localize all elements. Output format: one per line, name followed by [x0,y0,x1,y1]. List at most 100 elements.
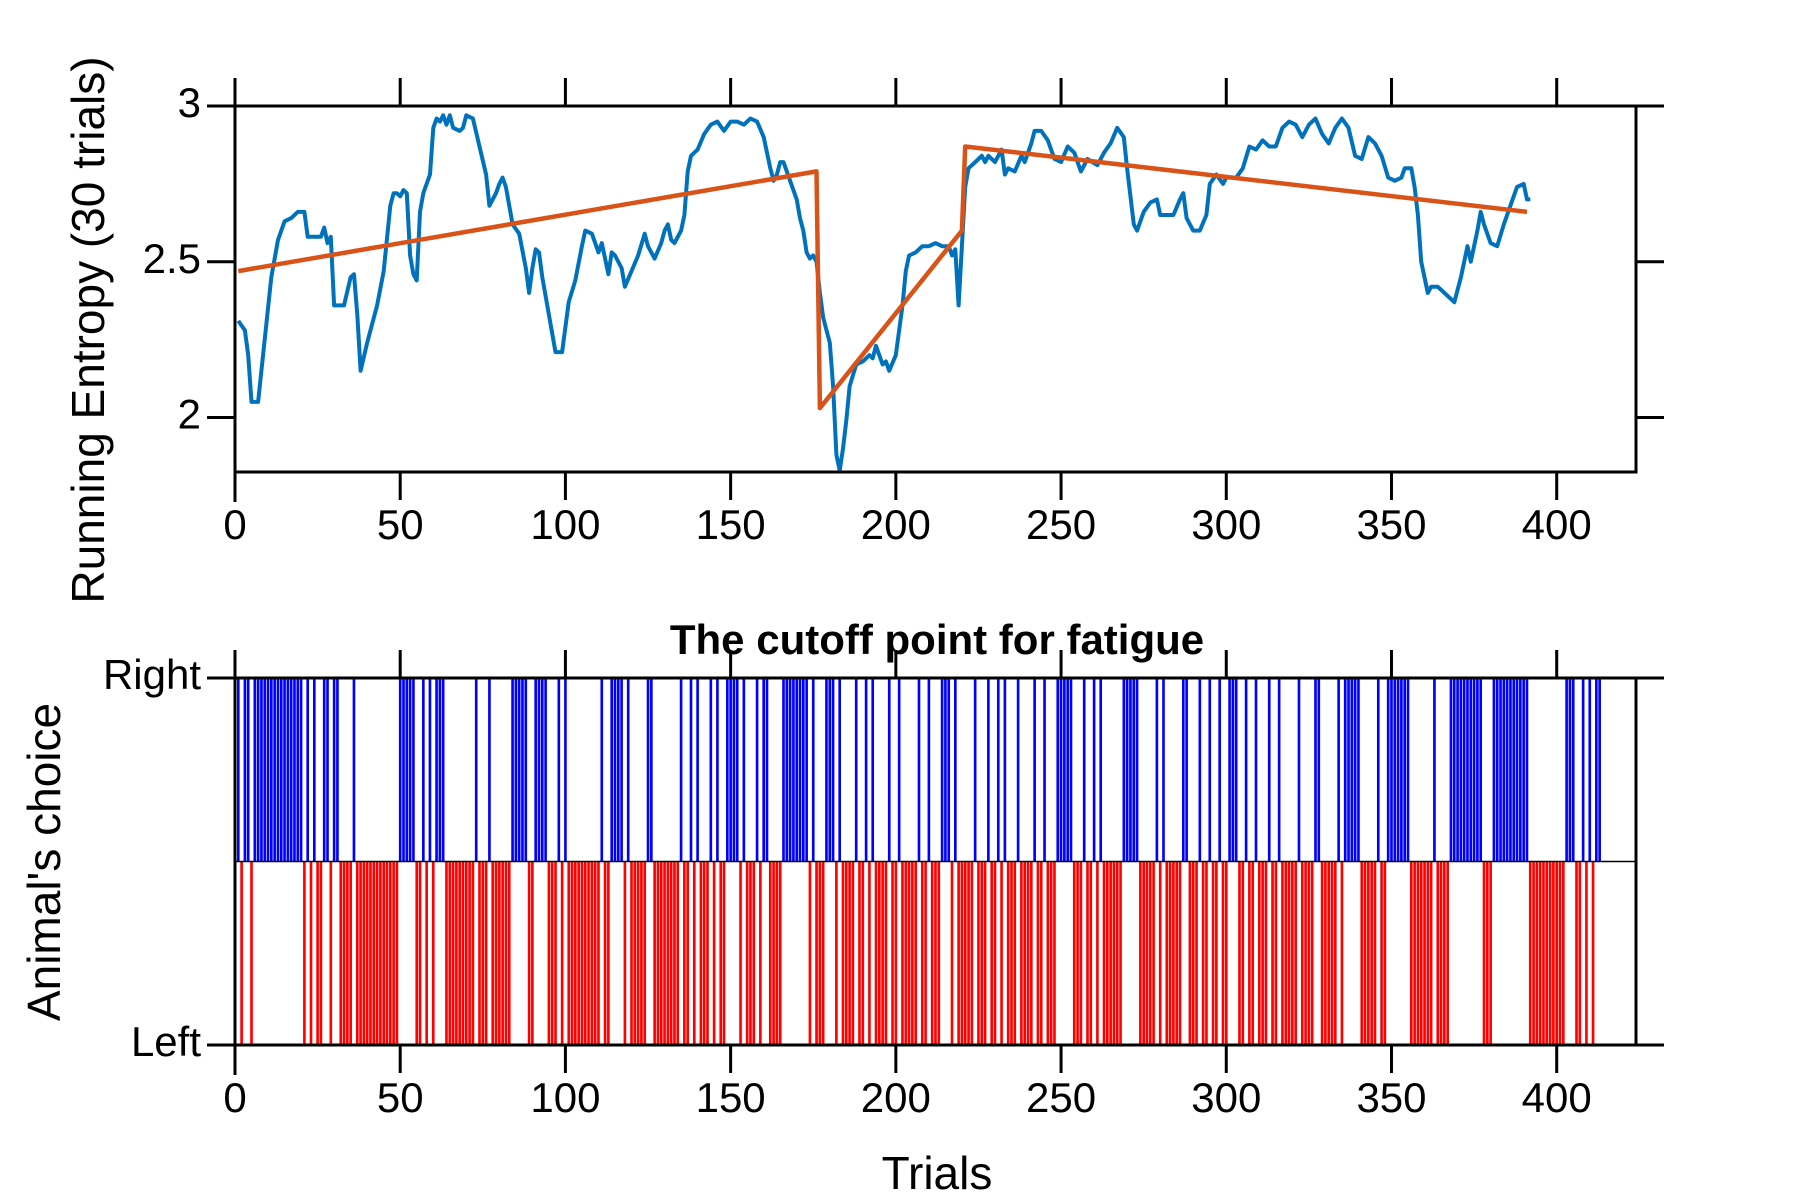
choice-bar [1287,861,1291,1045]
choice-bar [828,678,832,862]
choice-bar [1208,678,1212,862]
choice-bar [365,861,369,1045]
choice-bar [1030,861,1033,1045]
choice-bar [1099,678,1103,862]
choice-bar [246,678,250,862]
choice-bar [901,861,904,1045]
choice-bar [537,678,541,862]
choice-bar [1281,861,1284,1045]
choice-bar [312,678,316,862]
choice-bar [996,678,1000,862]
choice-bar [1482,861,1486,1045]
choice-bar [726,678,729,862]
choice-bar [382,861,386,1045]
choice-bar [788,678,792,862]
choice-bar [1380,861,1383,1045]
choice-bar [1033,678,1036,862]
choice-bar [1201,861,1205,1045]
choice-bar [593,861,597,1045]
choice-bar [636,861,640,1045]
choice-bar [1056,678,1060,862]
choice-bar [580,861,584,1045]
y-tick-label: 3 [178,79,201,126]
choice-bar [626,678,630,862]
choice-bar [392,861,395,1045]
choice-bar [1211,861,1215,1045]
choice-bar [501,861,504,1045]
choice-bar [1109,861,1112,1045]
choice-bar [957,861,960,1045]
choice-bar [1112,861,1116,1045]
choice-bar [1561,861,1565,1045]
choice-bar [1119,861,1122,1045]
choice-bar [1499,678,1502,862]
choice-bar [768,861,772,1045]
choice-bar [379,861,382,1045]
choice-bar [656,861,660,1045]
choice-bar [815,861,818,1045]
choice-bar [1479,678,1483,862]
choice-bar [1456,678,1459,862]
choice-bar [279,678,283,862]
choice-bar [326,678,329,862]
choice-bar [1158,861,1162,1045]
x-axis-label: Trials [882,1147,993,1199]
choice-bar [620,678,623,862]
choice-bar [854,678,858,862]
choice-bar [1215,861,1218,1045]
choice-bar [759,861,762,1045]
choice-bar [1043,678,1046,862]
choice-bar [897,678,901,862]
choice-bar [567,861,571,1045]
choice-bar [1218,678,1221,862]
choice-bar [676,861,680,1045]
choice-bar [1558,861,1562,1045]
choice-bar [388,861,392,1045]
choice-bar [844,861,848,1045]
choice-bar [927,678,931,862]
choice-bar [329,861,333,1045]
choice-bar [1575,861,1578,1045]
choice-bar [963,861,967,1045]
choice-bar [795,678,799,862]
choice-bar [1248,861,1251,1045]
choice-bar [296,678,300,862]
choice-bar [1472,678,1476,862]
choice-bar [1360,861,1364,1045]
choice-bar [1495,678,1499,862]
choice-bar [782,678,785,862]
choice-bar [940,678,944,862]
choice-bar [1185,678,1188,862]
choice-bar [1168,861,1172,1045]
choice-bar [934,861,937,1045]
choice-bar [1367,861,1370,1045]
choice-bar [1224,861,1228,1045]
choice-bar [1446,861,1449,1045]
plot-frame [233,676,1638,1047]
x-tick-label: 300 [1191,1074,1261,1121]
choice-bar [1571,678,1575,862]
choice-bar [1228,678,1231,862]
x-tick-label: 0 [223,501,246,548]
choice-bar [1264,861,1268,1045]
choice-bar [1317,678,1321,862]
choice-bar [1122,678,1126,862]
choice-bar [1261,861,1264,1045]
choice-bar [273,678,276,862]
choice-bar [848,861,851,1045]
choice-bar [1459,678,1463,862]
choice-bar [1314,678,1317,862]
choice-bar [435,678,438,862]
choice-bar [1271,861,1274,1045]
choice-bar [1357,678,1360,862]
choice-bar [395,861,399,1045]
choice-bar [762,678,766,862]
choice-bar [474,678,478,862]
choice-bar [1142,861,1145,1045]
choice-bar [1595,678,1598,862]
choice-bar [1221,861,1225,1045]
choice-bar [1545,861,1549,1045]
choice-bar [808,861,812,1045]
choice-bar [607,861,610,1045]
